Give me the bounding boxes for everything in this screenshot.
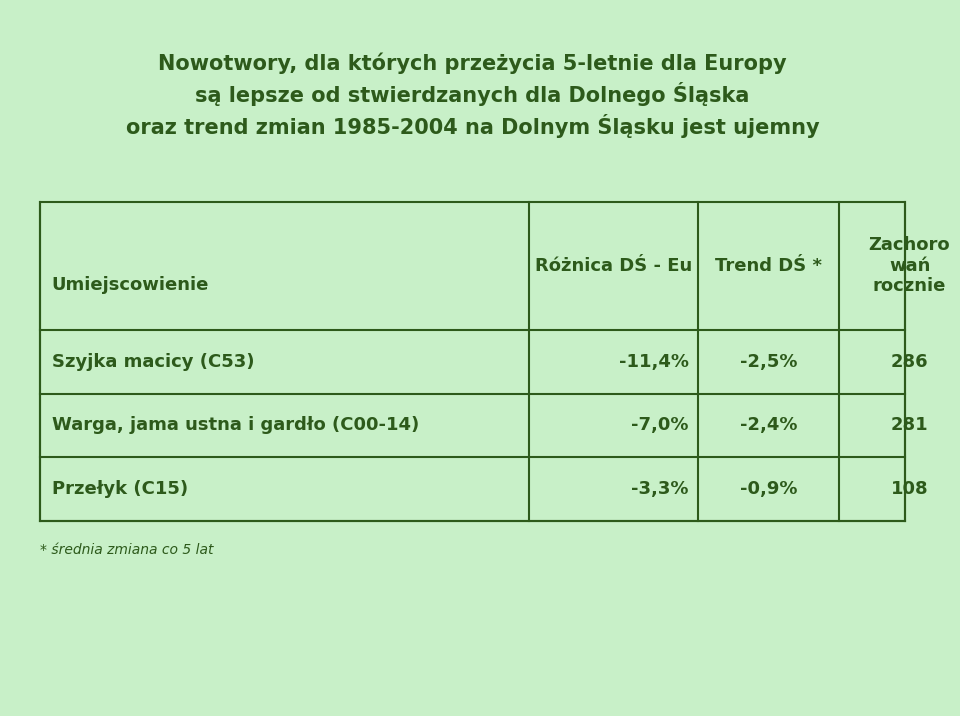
Text: Nowotwory, dla których przeżycia 5-letnie dla Europy
są lepsze od stwierdzanych : Nowotwory, dla których przeżycia 5-letni…	[126, 52, 820, 138]
Text: -0,9%: -0,9%	[740, 480, 798, 498]
FancyBboxPatch shape	[40, 202, 905, 521]
Text: Różnica DŚ - Eu: Różnica DŚ - Eu	[535, 256, 692, 275]
Text: * średnia zmiana co 5 lat: * średnia zmiana co 5 lat	[40, 543, 214, 557]
Text: Warga, jama ustna i gardło (C00-14): Warga, jama ustna i gardło (C00-14)	[52, 417, 419, 435]
Text: -2,4%: -2,4%	[740, 417, 798, 435]
Text: Szyjka macicy (C53): Szyjka macicy (C53)	[52, 352, 254, 371]
Text: 281: 281	[891, 417, 928, 435]
Text: -7,0%: -7,0%	[632, 417, 688, 435]
Text: Umiejscowienie: Umiejscowienie	[52, 276, 209, 294]
Text: -2,5%: -2,5%	[740, 352, 798, 371]
Text: 108: 108	[891, 480, 928, 498]
Text: -3,3%: -3,3%	[632, 480, 688, 498]
Text: -11,4%: -11,4%	[619, 352, 688, 371]
Text: Przełyk (C15): Przełyk (C15)	[52, 480, 188, 498]
Text: Trend DŚ *: Trend DŚ *	[715, 256, 822, 275]
Text: 286: 286	[891, 352, 928, 371]
Text: Zachoro
wań
rocznie: Zachoro wań rocznie	[869, 236, 950, 296]
